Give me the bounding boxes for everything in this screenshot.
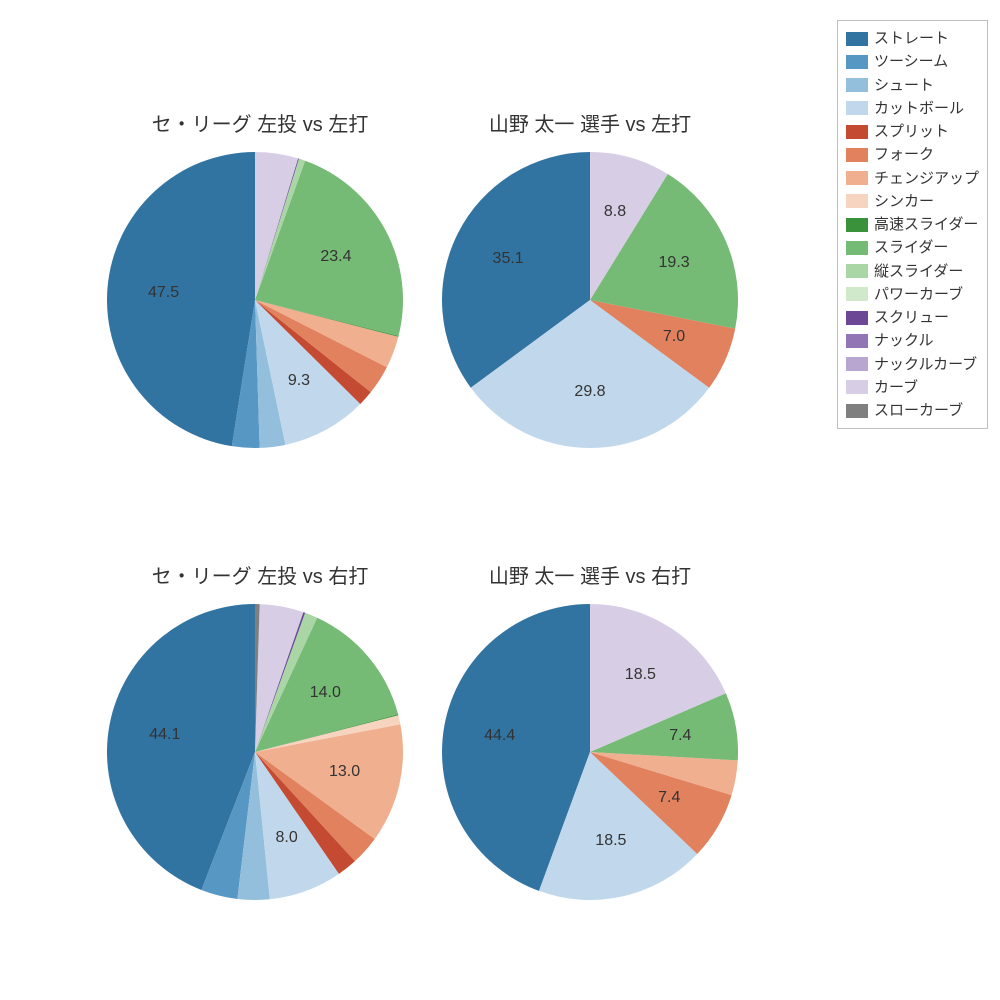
- legend-swatch: [846, 334, 868, 348]
- pie-slice: [107, 152, 255, 446]
- legend-swatch: [846, 241, 868, 255]
- legend-swatch: [846, 148, 868, 162]
- legend-swatch: [846, 357, 868, 371]
- legend-item: シンカー: [846, 190, 979, 213]
- legend-item: ツーシーム: [846, 50, 979, 73]
- legend-item: スライダー: [846, 236, 979, 259]
- legend-item: ストレート: [846, 27, 979, 50]
- legend-item: パワーカーブ: [846, 283, 979, 306]
- legend-label: 高速スライダー: [874, 213, 978, 236]
- legend-swatch: [846, 287, 868, 301]
- legend-item: スクリュー: [846, 306, 979, 329]
- legend-label: チェンジアップ: [874, 167, 979, 190]
- legend-item: カットボール: [846, 97, 979, 120]
- pie-chart-br: 44.418.57.47.418.5: [442, 604, 738, 900]
- legend-item: ナックル: [846, 329, 979, 352]
- legend-label: スローカーブ: [874, 399, 963, 422]
- legend-label: ナックルカーブ: [874, 353, 977, 376]
- pie-chart-tl: 47.59.323.4: [107, 152, 403, 448]
- chart-title-tl: セ・リーグ 左投 vs 左打: [100, 108, 420, 137]
- legend-item: チェンジアップ: [846, 167, 979, 190]
- legend-swatch: [846, 264, 868, 278]
- legend-label: カーブ: [874, 376, 918, 399]
- legend-label: ナックル: [874, 329, 934, 352]
- legend-label: スプリット: [874, 120, 949, 143]
- pie-chart-bl: 44.18.013.014.0: [107, 604, 403, 900]
- legend-label: パワーカーブ: [874, 283, 963, 306]
- legend-swatch: [846, 55, 868, 69]
- legend-swatch: [846, 311, 868, 325]
- legend-label: ストレート: [874, 27, 949, 50]
- legend-label: カットボール: [874, 97, 964, 120]
- chart-title-bl: セ・リーグ 左投 vs 右打: [100, 560, 420, 589]
- legend-item: フォーク: [846, 143, 979, 166]
- legend-item: ナックルカーブ: [846, 353, 979, 376]
- legend-label: スライダー: [874, 236, 948, 259]
- legend-item: シュート: [846, 74, 979, 97]
- legend-swatch: [846, 78, 868, 92]
- chart-title-tr: 山野 太一 選手 vs 左打: [430, 108, 750, 137]
- legend-swatch: [846, 125, 868, 139]
- legend-swatch: [846, 218, 868, 232]
- legend-swatch: [846, 404, 868, 418]
- legend-item: カーブ: [846, 376, 979, 399]
- legend-item: 高速スライダー: [846, 213, 979, 236]
- legend-swatch: [846, 32, 868, 46]
- legend: ストレートツーシームシュートカットボールスプリットフォークチェンジアップシンカー…: [837, 20, 988, 429]
- legend-swatch: [846, 380, 868, 394]
- legend-item: スプリット: [846, 120, 979, 143]
- legend-label: ツーシーム: [874, 50, 948, 73]
- legend-label: シュート: [874, 74, 934, 97]
- legend-item: 縦スライダー: [846, 260, 979, 283]
- legend-label: スクリュー: [874, 306, 949, 329]
- pie-chart-tr: 35.129.87.019.38.8: [442, 152, 738, 448]
- chart-title-br: 山野 太一 選手 vs 右打: [430, 560, 750, 589]
- legend-swatch: [846, 194, 868, 208]
- legend-item: スローカーブ: [846, 399, 979, 422]
- legend-swatch: [846, 101, 868, 115]
- legend-label: 縦スライダー: [874, 260, 963, 283]
- legend-label: フォーク: [874, 143, 934, 166]
- legend-label: シンカー: [874, 190, 934, 213]
- chart-stage: セ・リーグ 左投 vs 左打 山野 太一 選手 vs 左打 セ・リーグ 左投 v…: [0, 0, 1000, 1000]
- legend-swatch: [846, 171, 868, 185]
